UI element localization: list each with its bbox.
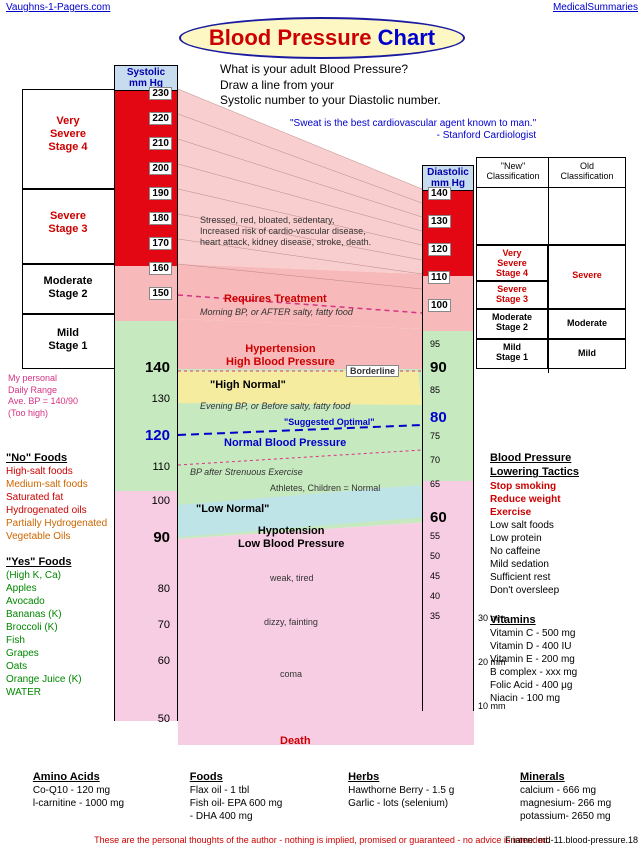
label-death: Death — [280, 735, 311, 747]
personal-range: My personalDaily Range Ave. BP = 140/90(… — [8, 373, 78, 420]
systolic-tick: 170 — [149, 233, 172, 251]
mm-30: 30 mm — [478, 613, 506, 623]
amino-acids: Amino Acids Co-Q10 - 120 mg l-carnitine … — [33, 770, 124, 823]
class-new-4: Very Severe Stage 4 — [476, 245, 548, 281]
diastolic-tick: 70 — [430, 455, 440, 465]
label-hypertension: Hypertension High Blood Pressure — [226, 343, 335, 369]
systolic-tick: 160 — [149, 258, 172, 276]
yes-foods: "Yes" Foods (High K, Ca) Apples Avocado … — [6, 555, 82, 699]
class-new-2: Moderate Stage 2 — [476, 309, 548, 339]
diastolic-tick-big: 90 — [430, 359, 447, 376]
label-hypotension: Hypotension Low Blood Pressure — [238, 525, 344, 551]
minerals: Minerals calcium - 666 mg magnesium- 266… — [520, 770, 611, 823]
diastolic-tick: 50 — [430, 551, 440, 561]
filename: Fname: md-11.blood-pressure.18 — [505, 835, 638, 845]
stage-label-3: Severe Stage 3 — [30, 210, 106, 236]
title-part2: Chart — [378, 25, 435, 50]
chart-area: Very Severe Stage 4 Severe Stage 3 Moder… — [0, 65, 644, 785]
herbs: Herbs Hawthorne Berry - 1.5 g Garlic - l… — [348, 770, 454, 823]
section-link[interactable]: MedicalSummaries — [553, 2, 638, 13]
class-old-sev: Severe — [548, 245, 626, 309]
diastolic-tick: 130 — [428, 211, 451, 229]
diastolic-tick: 75 — [430, 431, 440, 441]
diastolic-tick: 45 — [430, 571, 440, 581]
diastolic-tick: 100 — [428, 295, 451, 313]
diastolic-tick: 35 — [430, 611, 440, 621]
diastolic-tick-big: 80 — [430, 409, 447, 426]
no-foods: "No" Foods High-salt foods Medium-salt f… — [6, 451, 107, 543]
foods-bottom: Foods Flax oil - 1 tbl Fish oil- EPA 600… — [190, 770, 283, 823]
systolic-tick-big: 140 — [145, 359, 170, 376]
diastolic-segment — [422, 191, 474, 276]
systolic-tick: 110 — [152, 461, 170, 473]
note-coma: coma — [280, 669, 302, 679]
systolic-tick: 220 — [149, 108, 172, 126]
systolic-tick: 150 — [149, 283, 172, 301]
diastolic-tick: 95 — [430, 339, 440, 349]
systolic-column: Systolicmm Hg 23022021020019018017016015… — [114, 65, 178, 745]
note-strenuous: BP after Strenuous Exercise — [190, 467, 303, 477]
systolic-tick: 210 — [149, 133, 172, 151]
systolic-tick: 230 — [149, 83, 172, 101]
diastolic-tick: 65 — [430, 479, 440, 489]
systolic-tick: 100 — [152, 495, 170, 507]
label-low-normal: "Low Normal" — [196, 503, 269, 515]
systolic-tick: 50 — [158, 713, 170, 725]
systolic-tick: 70 — [158, 619, 170, 631]
note-stressed: Stressed, red, bloated, sedentary, Incre… — [200, 215, 410, 247]
note-evening: Evening BP, or Before salty, fatty food — [200, 401, 350, 411]
class-old-mild: Mild — [548, 339, 626, 369]
class-old-mod: Moderate — [548, 309, 626, 339]
stage-label-1: Mild Stage 1 — [30, 327, 106, 353]
tactics: Blood Pressure Lowering Tactics Stop smo… — [490, 451, 579, 597]
label-suggested: "Suggested Optimal" — [284, 417, 375, 427]
diastolic-tick: 40 — [430, 591, 440, 601]
page: Vaughns-1-Pagers.com MedicalSummaries Bl… — [0, 0, 644, 851]
note-dizzy: dizzy, fainting — [264, 617, 318, 627]
diastolic-tick-big: 60 — [430, 509, 447, 526]
note-morning: Morning BP, or AFTER salty, fatty food — [200, 307, 353, 317]
title-part1: Blood Pressure — [209, 25, 372, 50]
systolic-tick: 60 — [158, 655, 170, 667]
stage-label-4: Very Severe Stage 4 — [30, 115, 106, 155]
systolic-tick: 190 — [149, 183, 172, 201]
diastolic-tick: 55 — [430, 531, 440, 541]
class-new-3: Severe Stage 3 — [476, 281, 548, 309]
diastolic-tick: 85 — [430, 385, 440, 395]
systolic-tick: 80 — [158, 583, 170, 595]
mm-20: 20 mm — [478, 657, 506, 667]
systolic-tick-big: 120 — [145, 427, 170, 444]
systolic-tick: 180 — [149, 208, 172, 226]
diastolic-column: Diastolicmm Hg 1401301201101009080609585… — [422, 165, 474, 745]
label-normal: Normal Blood Pressure — [224, 437, 346, 449]
site-link[interactable]: Vaughns-1-Pagers.com — [6, 2, 110, 13]
diastolic-tick: 140 — [428, 183, 451, 201]
mm-10: 10 mm — [478, 701, 506, 711]
bottom-row: Amino Acids Co-Q10 - 120 mg l-carnitine … — [0, 770, 644, 823]
label-requires: Requires Treatment — [224, 293, 327, 305]
label-borderline: Borderline — [346, 365, 399, 377]
class-new-1: Mild Stage 1 — [476, 339, 548, 369]
systolic-tick: 130 — [152, 393, 170, 405]
stage-label-2: Moderate Stage 2 — [30, 275, 106, 301]
systolic-segment — [114, 491, 178, 721]
note-weak: weak, tired — [270, 573, 314, 583]
systolic-tick: 200 — [149, 158, 172, 176]
note-athletes: Athletes, Children = Normal — [270, 483, 380, 493]
diastolic-tick: 110 — [428, 267, 450, 285]
systolic-tick-big: 90 — [153, 529, 170, 546]
label-high-normal: "High Normal" — [210, 379, 286, 391]
topbar: Vaughns-1-Pagers.com MedicalSummaries — [0, 0, 644, 15]
title: Blood Pressure Chart — [0, 17, 644, 59]
diastolic-tick: 120 — [428, 239, 451, 257]
